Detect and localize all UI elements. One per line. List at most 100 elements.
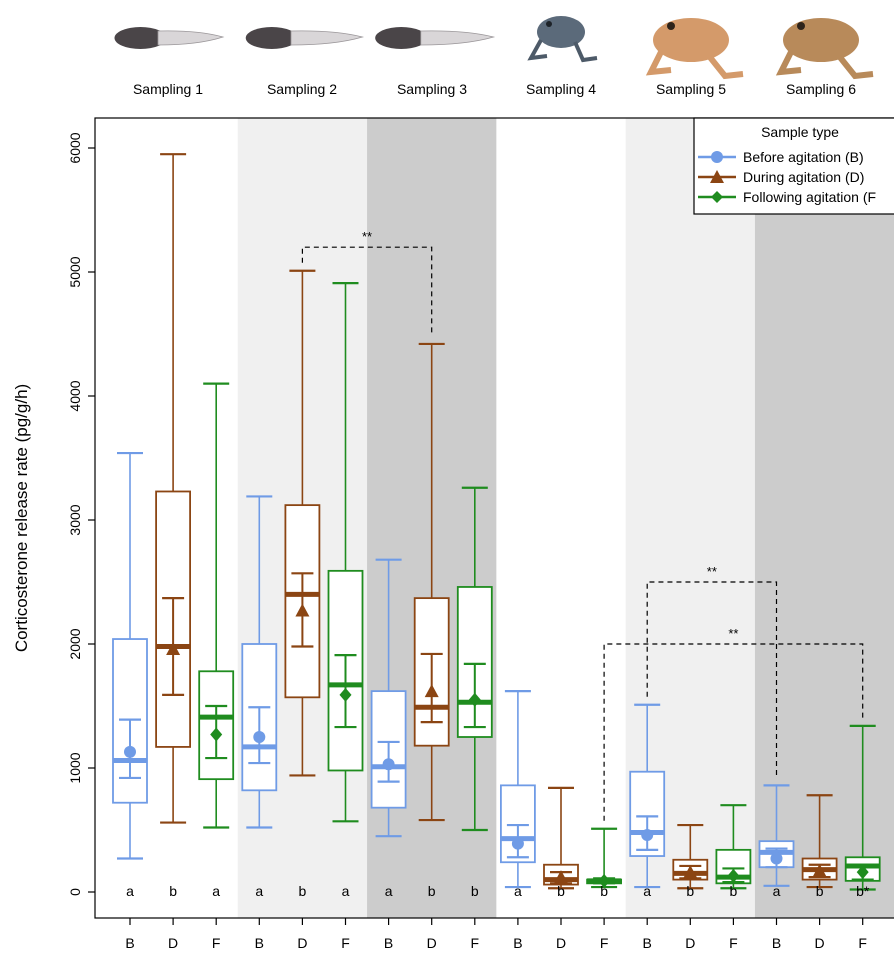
significance-bracket (301, 246, 433, 336)
sampling-shading (237, 118, 894, 918)
toad-legs (775, 50, 874, 80)
tadpole-tail (290, 30, 365, 46)
y-tick-label-6000: 6000 (67, 132, 83, 163)
metamorph-frog-icon (527, 16, 598, 63)
mean-marker (382, 758, 395, 771)
legend-label-F: Following agitation (F (743, 189, 876, 205)
box-group-F (456, 486, 493, 832)
significance-brackets: ** ** ** (301, 229, 864, 821)
tadpole-body (375, 27, 428, 49)
significance-bracket (603, 643, 864, 821)
x-tick-label: D (427, 935, 437, 951)
tadpole-tail (157, 30, 225, 46)
significance-label: ** (707, 564, 717, 579)
group-letter: a (773, 883, 781, 899)
toad-eye (667, 22, 675, 30)
mean-marker (598, 873, 611, 888)
legend-marker-F (711, 191, 723, 203)
box-group-D (413, 342, 450, 822)
box-group-D (543, 786, 579, 890)
group-letter: b (600, 883, 608, 899)
tadpole-tail (420, 30, 496, 46)
y-tick-label-4000: 4000 (67, 380, 83, 411)
x-tick-label: B (125, 935, 134, 951)
mean-marker (856, 865, 869, 880)
box-group-B (629, 703, 666, 889)
legend-label-D: During agitation (D) (743, 169, 864, 185)
mean-marker (727, 868, 740, 883)
x-tick-label: B (384, 935, 393, 951)
tadpole-body (114, 27, 167, 49)
group-letter: b (428, 883, 436, 899)
box-group-D (284, 269, 321, 777)
y-tick-label-1000: 1000 (67, 752, 83, 783)
box-group-B (499, 690, 536, 889)
x-tick-label: D (297, 935, 307, 951)
group-letter: a (643, 883, 651, 899)
y-tick-label-2000: 2000 (67, 628, 83, 659)
toad-body (653, 18, 729, 62)
tadpole-icon (375, 27, 496, 49)
x-tick-label: B (255, 935, 264, 951)
y-tick-label-0: 0 (67, 888, 83, 896)
group-letter: a (342, 883, 350, 899)
sampling-label-2: Sampling 2 (267, 81, 337, 97)
x-tick-label: F (600, 935, 609, 951)
group-letter: a (514, 883, 522, 899)
mean-marker (166, 641, 181, 655)
mean-marker (424, 684, 439, 698)
boxes (112, 153, 881, 891)
group-letter: b (730, 883, 738, 899)
group-letter: a (212, 883, 220, 899)
significance-bracket (646, 581, 778, 778)
group-letter: b* (856, 883, 870, 899)
sampling-label-5: Sampling 5 (656, 81, 726, 97)
y-tick-label-3000: 3000 (67, 504, 83, 535)
box-group-D (801, 794, 838, 889)
tadpole-icon (114, 27, 225, 49)
box-group-F (844, 724, 881, 891)
legend-title: Sample type (761, 124, 839, 140)
x-tick-label: F (471, 935, 480, 951)
mean-marker (770, 852, 783, 865)
toad-body (783, 18, 859, 62)
frog-eye (546, 21, 552, 27)
y-tick-label-5000: 5000 (67, 256, 83, 287)
box-group-D (155, 153, 192, 824)
mean-marker (210, 727, 223, 742)
box-group-B (241, 495, 278, 829)
sampling-label-6: Sampling 6 (786, 81, 856, 97)
plot-frame (94, 117, 894, 919)
y-axis-label: Corticosterone release rate (pg/g/h) (12, 384, 31, 652)
group-letter: b (169, 883, 177, 899)
box-group-B (112, 451, 148, 860)
group-letter: a (385, 883, 393, 899)
x-tick-label: D (815, 935, 825, 951)
mean-marker (339, 687, 352, 702)
mean-marker (554, 870, 568, 884)
x-tick-label: F (341, 935, 350, 951)
x-tick-label: D (168, 935, 178, 951)
box-group-F (586, 827, 622, 889)
group-letters: a b a a b a a b b a b b a b b a b b* (126, 883, 870, 899)
juvenile-toad-icon (645, 18, 744, 80)
box-group-F (715, 804, 752, 890)
group-letter: a (126, 883, 134, 899)
group-letter: b (557, 883, 565, 899)
x-tick-label: B (643, 935, 652, 951)
group-letter: b (299, 883, 307, 899)
group-letter: b (471, 883, 479, 899)
adult-toad-icon (775, 18, 874, 80)
axes: 0 1000 2000 3000 4000 5000 6000 B D F B D F B D F B D F B D F… (67, 117, 894, 951)
legend-label-B: Before agitation (B) (743, 149, 864, 165)
mean-marker (468, 692, 481, 707)
sampling-label-1: Sampling 1 (133, 81, 203, 97)
group-letter: b (816, 883, 824, 899)
group-letter: a (255, 883, 263, 899)
mean-marker (253, 731, 266, 743)
x-tick-label: B (772, 935, 781, 951)
box-group-B (370, 558, 407, 838)
x-tick-label: F (858, 935, 867, 951)
box-group-B (758, 784, 795, 887)
